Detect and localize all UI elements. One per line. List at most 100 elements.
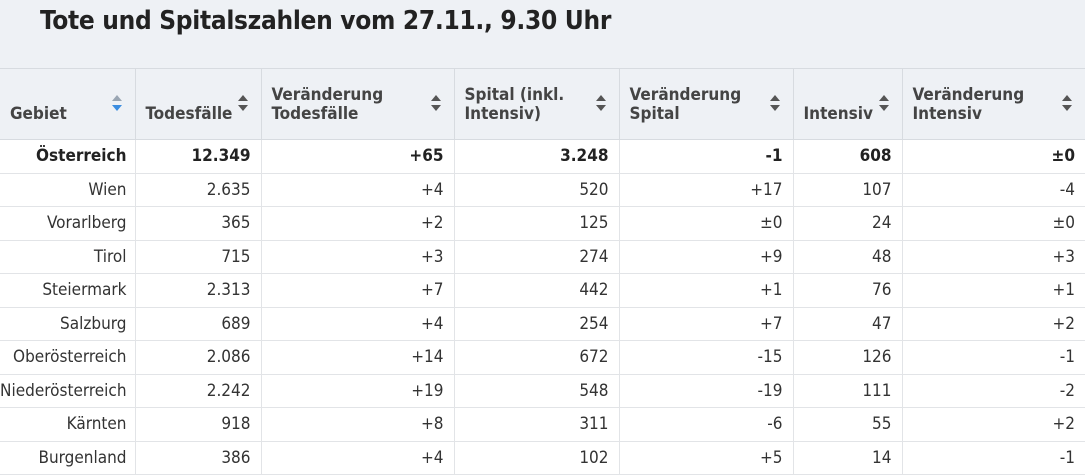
spital-cell: 102 [454,441,619,475]
veraenderung-intensiv-cell: ±0 [902,140,1085,174]
spital-cell: 548 [454,374,619,408]
intensiv-cell: 111 [793,374,902,408]
todesfaelle-cell: 918 [135,408,261,442]
veraenderung-intensiv-cell: -2 [902,374,1085,408]
spital-cell: 520 [454,173,619,207]
sort-arrows-icon[interactable] [112,95,123,111]
sort-arrows-icon[interactable] [1062,95,1073,111]
veraenderung-spital-cell: +1 [619,274,793,308]
veraenderung-spital-cell: ±0 [619,207,793,241]
veraenderung-todesfaelle-cell: +2 [261,207,454,241]
veraenderung-spital-cell: -1 [619,140,793,174]
todesfaelle-cell: 365 [135,207,261,241]
veraenderung-todesfaelle-cell: +4 [261,441,454,475]
intensiv-cell: 14 [793,441,902,475]
veraenderung-todesfaelle-cell: +4 [261,307,454,341]
sort-arrows-icon[interactable] [770,95,781,111]
veraenderung-intensiv-cell: +2 [902,408,1085,442]
gebiet-cell: Vorarlberg [0,207,135,241]
spital-cell: 3.248 [454,140,619,174]
veraenderung-spital-cell: +5 [619,441,793,475]
column-header-label: Veränderung Todesfälle [272,86,454,124]
gebiet-cell: Kärnten [0,408,135,442]
gebiet-cell: Steiermark [0,274,135,308]
column-header-veraenderung-todesfaelle[interactable]: Veränderung Todesfälle [261,69,454,140]
todesfaelle-cell: 715 [135,240,261,274]
todesfaelle-cell: 12.349 [135,140,261,174]
veraenderung-spital-cell: +9 [619,240,793,274]
gebiet-cell: Salzburg [0,307,135,341]
spital-cell: 125 [454,207,619,241]
todesfaelle-cell: 2.242 [135,374,261,408]
sort-arrows-icon[interactable] [431,95,442,111]
todesfaelle-cell: 2.313 [135,274,261,308]
column-header-todesfaelle[interactable]: Todesfälle [135,69,261,140]
intensiv-cell: 47 [793,307,902,341]
header-row: Gebiet Todesfälle Veränderung Todesfälle… [0,69,1085,140]
todesfaelle-cell: 2.086 [135,341,261,375]
veraenderung-spital-cell: +17 [619,173,793,207]
intensiv-cell: 24 [793,207,902,241]
veraenderung-todesfaelle-cell: +19 [261,374,454,408]
veraenderung-intensiv-cell: +3 [902,240,1085,274]
sort-arrows-icon[interactable] [238,95,249,111]
spital-cell: 274 [454,240,619,274]
veraenderung-intensiv-cell: ±0 [902,207,1085,241]
intensiv-cell: 76 [793,274,902,308]
spital-cell: 311 [454,408,619,442]
gebiet-cell: Österreich [0,140,135,174]
sort-arrows-icon[interactable] [596,95,607,111]
intensiv-cell: 608 [793,140,902,174]
veraenderung-todesfaelle-cell: +7 [261,274,454,308]
veraenderung-intensiv-cell: -1 [902,341,1085,375]
veraenderung-todesfaelle-cell: +14 [261,341,454,375]
veraenderung-intensiv-cell: +1 [902,274,1085,308]
spital-cell: 254 [454,307,619,341]
gebiet-cell: Wien [0,173,135,207]
todesfaelle-cell: 689 [135,307,261,341]
spital-cell: 672 [454,341,619,375]
veraenderung-todesfaelle-cell: +65 [261,140,454,174]
veraenderung-intensiv-cell: -1 [902,441,1085,475]
title-bar: Tote und Spitalszahlen vom 27.11., 9.30 … [0,0,1085,68]
veraenderung-spital-cell: +7 [619,307,793,341]
column-header-veraenderung-intensiv[interactable]: Veränderung Intensiv [902,69,1085,140]
column-header-spital[interactable]: Spital (inkl. Intensiv) [454,69,619,140]
veraenderung-todesfaelle-cell: +3 [261,240,454,274]
veraenderung-spital-cell: -6 [619,408,793,442]
veraenderung-todesfaelle-cell: +4 [261,173,454,207]
spital-cell: 442 [454,274,619,308]
column-header-gebiet[interactable]: Gebiet [0,69,135,140]
gebiet-cell: Tirol [0,240,135,274]
todesfaelle-cell: 386 [135,441,261,475]
veraenderung-spital-cell: -15 [619,341,793,375]
data-table: Gebiet Todesfälle Veränderung Todesfälle… [0,68,1085,475]
intensiv-cell: 48 [793,240,902,274]
gebiet-cell: Niederösterreich [0,374,135,408]
intensiv-cell: 126 [793,341,902,375]
veraenderung-todesfaelle-cell: +8 [261,408,454,442]
todesfaelle-cell: 2.635 [135,173,261,207]
intensiv-cell: 55 [793,408,902,442]
veraenderung-intensiv-cell: -4 [902,173,1085,207]
column-header-label: Veränderung Intensiv [913,86,1085,124]
column-header-intensiv[interactable]: Intensiv [793,69,902,140]
column-header-veraenderung-spital[interactable]: Veränderung Spital [619,69,793,140]
sort-arrows-icon[interactable] [879,95,890,111]
gebiet-cell: Oberösterreich [0,341,135,375]
veraenderung-spital-cell: -19 [619,374,793,408]
page-title: Tote und Spitalszahlen vom 27.11., 9.30 … [40,6,611,36]
veraenderung-intensiv-cell: +2 [902,307,1085,341]
intensiv-cell: 107 [793,173,902,207]
